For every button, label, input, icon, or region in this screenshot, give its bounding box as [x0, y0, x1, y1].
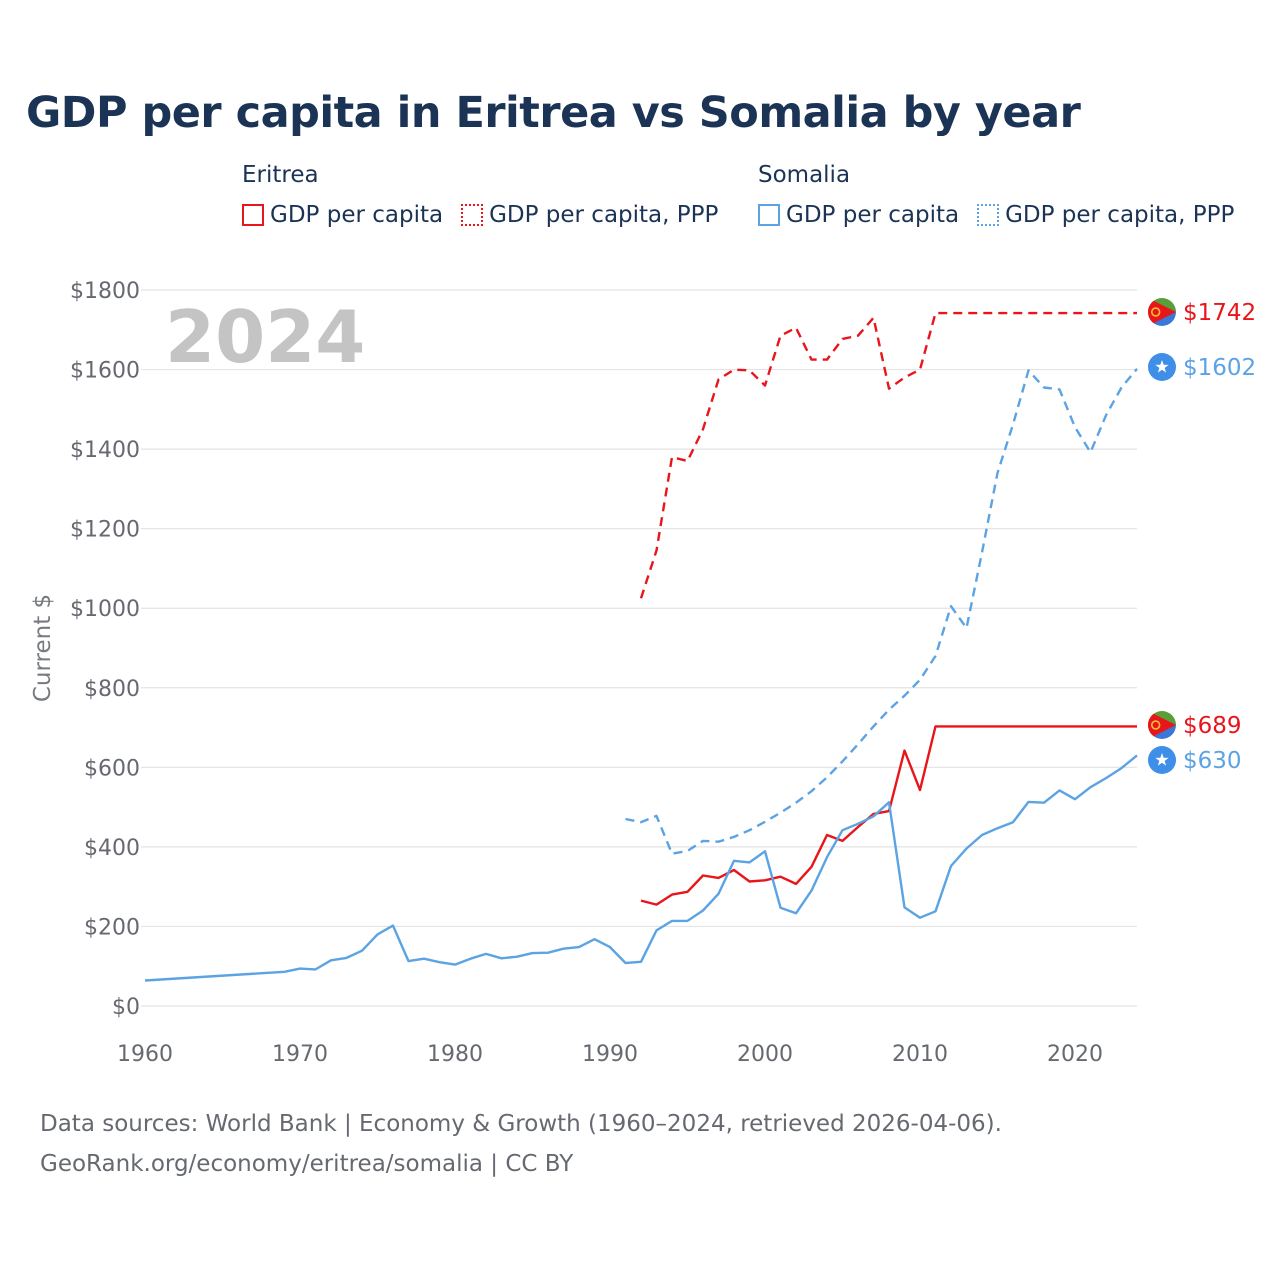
legend-swatch-solid-icon [758, 204, 780, 226]
end-value-label: $1602 [1183, 355, 1256, 381]
y-tick-label: $200 [84, 915, 140, 940]
year-watermark: 2024 [165, 295, 365, 379]
y-tick-label: $800 [84, 677, 140, 702]
footer: Data sources: World Bank | Economy & Gro… [40, 1104, 1002, 1184]
y-tick-label: $400 [84, 836, 140, 861]
y-tick-label: $1800 [70, 279, 140, 304]
y-axis-label: Current $ [30, 594, 56, 702]
flag-emblem [1150, 307, 1161, 317]
series-line-somalia-gdp-per-capita [144, 754, 1138, 982]
flag-red-triangle [1148, 711, 1176, 739]
legend-swatch-dotted-icon [461, 204, 484, 226]
legend-label: GDP per capita, PPP [489, 202, 719, 228]
x-tick-label: 1960 [117, 1042, 173, 1067]
legend-eritrea: Eritrea GDP per capita GDP per capita, P… [242, 162, 718, 228]
x-tick-label: 2020 [1047, 1042, 1103, 1067]
somalia-flag-icon [1148, 353, 1176, 381]
x-tick-label: 1990 [582, 1042, 638, 1067]
chart-title: GDP per capita in Eritrea vs Somalia by … [26, 88, 1081, 138]
x-tick-label: 1980 [427, 1042, 483, 1067]
series-line-eritrea-gdp-per-capita-ppp [639, 311, 1137, 599]
x-tick-label: 2000 [737, 1042, 793, 1067]
legend-swatch-dotted-icon [977, 204, 1000, 226]
x-tick-label: 2010 [892, 1042, 948, 1067]
eritrea-flag-icon [1148, 711, 1176, 739]
y-tick-label: $1000 [70, 597, 140, 622]
legend-swatch-solid-icon [242, 204, 264, 226]
legend-somalia: Somalia GDP per capita GDP per capita, P… [758, 162, 1234, 228]
flag-star [1155, 360, 1169, 373]
y-tick-label: $600 [84, 756, 140, 781]
legend-country-eritrea: Eritrea [242, 162, 319, 188]
footer-sources: Data sources: World Bank | Economy & Gro… [40, 1111, 1002, 1137]
y-tick-label: $0 [112, 995, 140, 1020]
y-tick-label: $1600 [70, 359, 140, 384]
eritrea-flag-icon [1148, 298, 1176, 326]
legend-label: GDP per capita [786, 202, 960, 228]
footer-credit: GeoRank.org/economy/eritrea/somalia | CC… [40, 1151, 574, 1177]
legend-item-somalia-ppp[interactable]: GDP per capita, PPP [977, 202, 1234, 228]
legend-country-somalia: Somalia [758, 162, 851, 188]
end-value-label: $1742 [1183, 300, 1256, 326]
flag-body [1148, 711, 1176, 739]
legend-item-somalia-gdp[interactable]: GDP per capita [758, 202, 959, 228]
series-line-eritrea-gdp-per-capita [640, 725, 1137, 906]
legend-item-eritrea-ppp[interactable]: GDP per capita, PPP [461, 202, 718, 228]
end-value-label: $689 [1183, 713, 1242, 739]
flag-star [1155, 753, 1169, 766]
end-value-label: $630 [1183, 748, 1242, 774]
legend-item-eritrea-gdp[interactable]: GDP per capita [242, 202, 443, 228]
flag-red-triangle [1148, 298, 1176, 326]
somalia-flag-icon [1148, 746, 1176, 774]
flag-emblem [1150, 720, 1161, 730]
flag-body [1148, 298, 1176, 326]
y-tick-label: $1200 [70, 518, 140, 543]
series-line-somalia-gdp-per-capita-ppp [625, 368, 1138, 855]
x-tick-label: 1970 [272, 1042, 328, 1067]
legend-label: GDP per capita [270, 202, 444, 228]
y-tick-label: $1400 [70, 438, 140, 463]
legend-label: GDP per capita, PPP [1005, 202, 1235, 228]
